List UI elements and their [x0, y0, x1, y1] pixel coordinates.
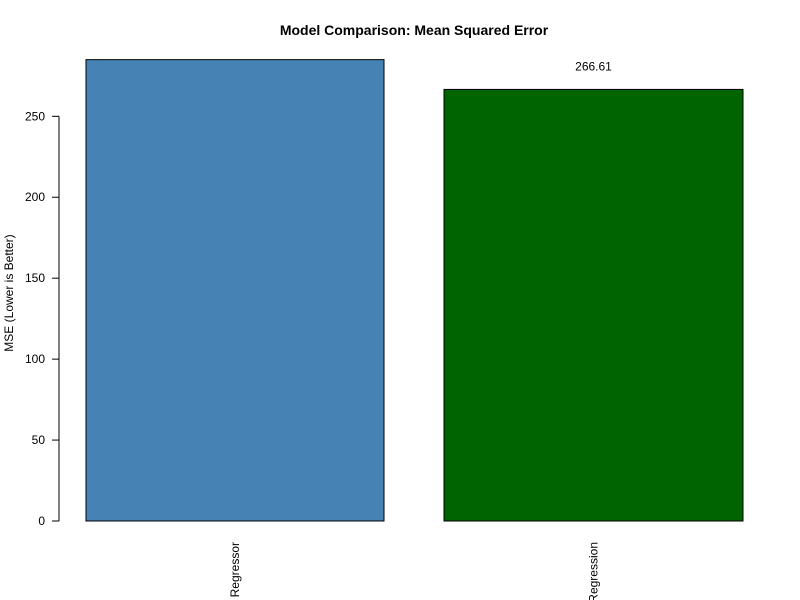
y-tick-label: 50 — [32, 433, 46, 447]
y-axis: 0 50 100 150 200 250 — [25, 109, 60, 528]
y-tick-label: 0 — [38, 514, 45, 528]
y-tick-label: 200 — [25, 190, 45, 204]
x-tick-label: Regression — [587, 542, 601, 600]
y-tick-label: 100 — [25, 352, 45, 366]
bar-regressor — [85, 59, 385, 522]
x-tick-label: Regressor — [228, 542, 242, 597]
bar-regression — [443, 88, 744, 522]
x-tick-labels: Regressor Regression — [228, 542, 601, 600]
y-tick-label: 150 — [25, 271, 45, 285]
data-labels: 266.61 — [575, 59, 612, 73]
y-tick-label: 250 — [25, 109, 45, 123]
data-label: 266.61 — [575, 59, 612, 73]
y-axis-label: MSE (Lower is Better) — [2, 234, 16, 351]
bars-group — [85, 59, 744, 522]
chart-title: Model Comparison: Mean Squared Error — [280, 22, 549, 38]
